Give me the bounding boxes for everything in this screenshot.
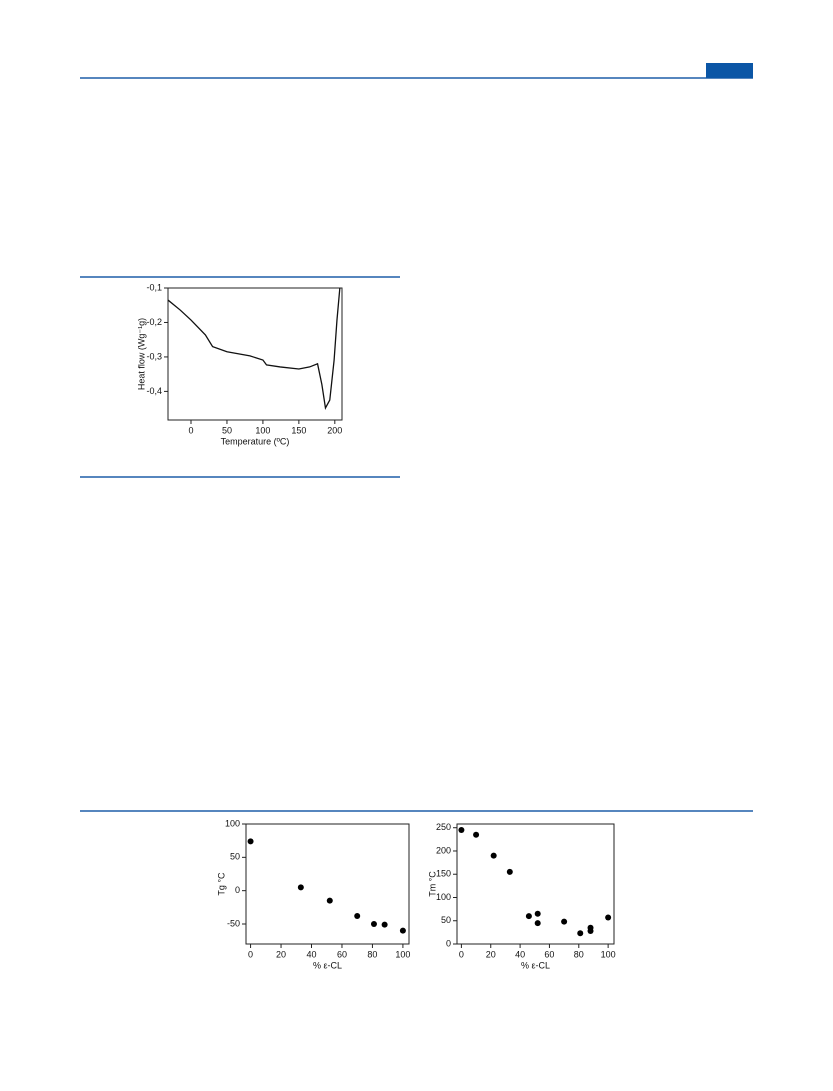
data-point <box>561 918 568 925</box>
header-tab <box>706 63 753 78</box>
data-point <box>605 914 612 921</box>
y-tick-label: -50 <box>227 918 240 928</box>
x-tick-label: 80 <box>574 949 584 959</box>
data-point <box>247 838 254 845</box>
x-tick-label: 40 <box>515 949 525 959</box>
y-tick-label: -0,1 <box>146 282 162 292</box>
x-tick-label: 20 <box>276 949 286 959</box>
x-tick-label: 150 <box>291 425 306 435</box>
y-tick-label: 0 <box>446 938 451 948</box>
y-tick-label: 100 <box>436 892 451 902</box>
y-tick-label: 250 <box>436 822 451 832</box>
y-tick-label: 100 <box>225 818 240 828</box>
x-axis-label: Temperature (ºC) <box>221 436 290 446</box>
data-point <box>587 924 594 931</box>
y-axis-label: Tg °C <box>216 872 226 896</box>
y-tick-label: 50 <box>230 852 240 862</box>
x-tick-label: 0 <box>248 949 253 959</box>
x-tick-label: 60 <box>337 949 347 959</box>
data-point <box>473 831 480 838</box>
y-tick-label: -0,3 <box>146 351 162 361</box>
data-point <box>577 930 584 937</box>
data-point <box>326 897 333 904</box>
x-axis-label: % ε-CL <box>313 960 342 970</box>
data-point <box>534 920 541 927</box>
x-tick-label: 40 <box>306 949 316 959</box>
data-point <box>354 913 361 919</box>
x-tick-label: 100 <box>601 949 616 959</box>
data-point <box>399 927 406 934</box>
y-tick-label: -0,2 <box>146 317 162 327</box>
data-point <box>370 921 377 927</box>
plot-frame <box>456 823 615 945</box>
y-tick-label: 150 <box>436 869 451 879</box>
data-point <box>506 868 513 875</box>
x-tick-label: 20 <box>486 949 496 959</box>
data-point <box>458 827 465 834</box>
y-tick-label: 200 <box>436 845 451 855</box>
y-tick-label: 0 <box>235 885 240 895</box>
data-point <box>490 852 497 859</box>
x-tick-label: 50 <box>222 425 232 435</box>
data-point <box>297 884 304 891</box>
data-point <box>525 913 532 920</box>
x-tick-label: 60 <box>544 949 554 959</box>
data-point <box>534 910 541 917</box>
y-axis-label: Tm °C <box>427 871 437 897</box>
x-tick-label: 100 <box>255 425 270 435</box>
data-line <box>167 287 341 410</box>
x-tick-label: 80 <box>367 949 377 959</box>
y-axis-label: Heat flow (Wg⁻¹g) <box>136 318 146 390</box>
x-axis-label: % ε-CL <box>521 960 550 970</box>
x-tick-label: 100 <box>395 949 410 959</box>
x-tick-label: 0 <box>189 425 194 435</box>
x-tick-label: 0 <box>459 949 464 959</box>
y-tick-label: -0,4 <box>146 386 162 396</box>
x-tick-label: 200 <box>327 425 342 435</box>
plot-frame <box>167 287 343 421</box>
y-tick-label: 50 <box>441 915 451 925</box>
plot-frame <box>245 823 410 945</box>
data-point <box>381 921 388 928</box>
